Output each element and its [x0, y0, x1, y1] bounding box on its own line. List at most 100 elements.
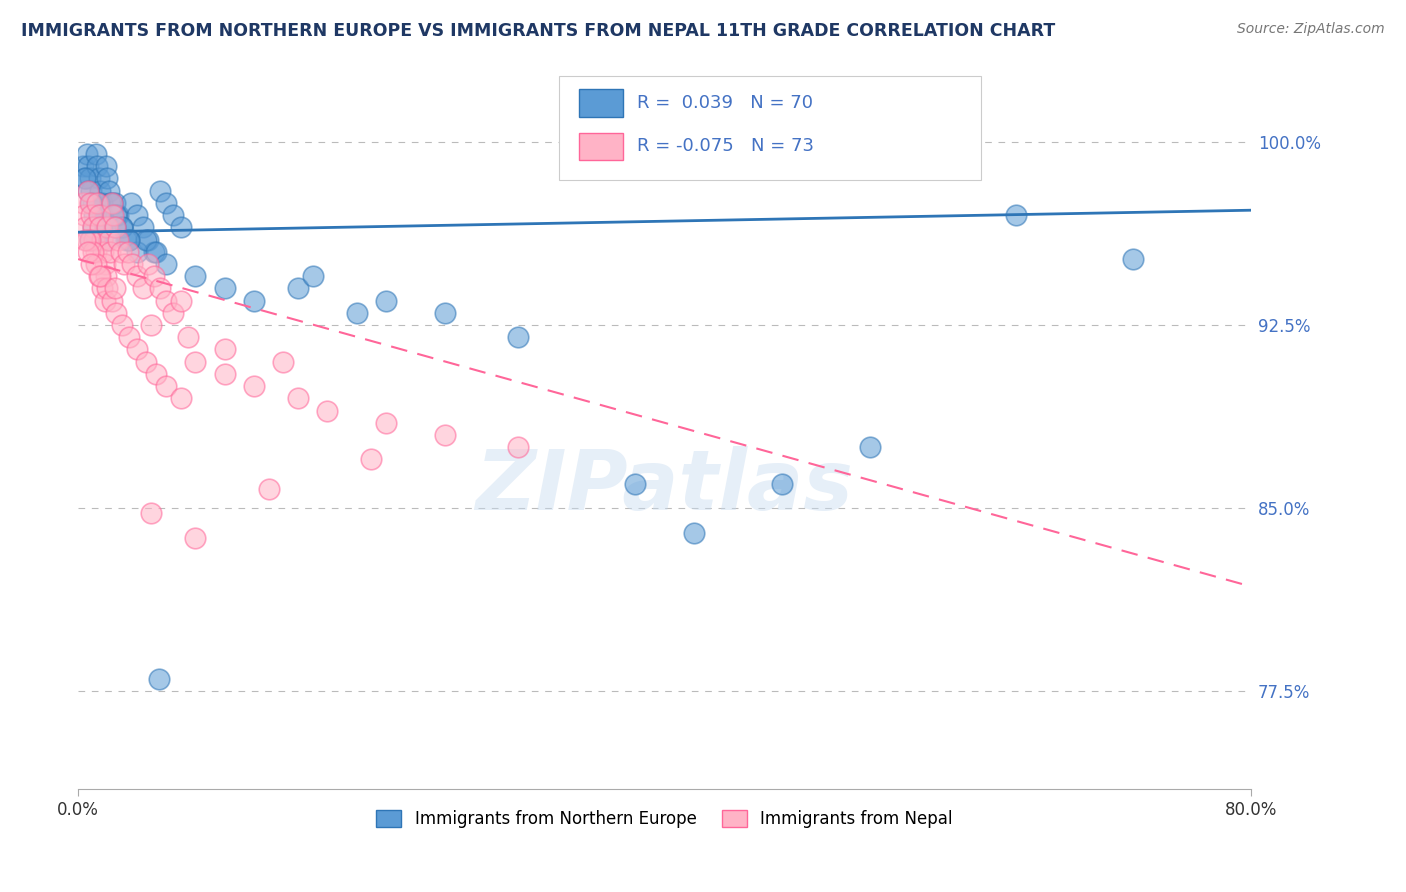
Point	[79, 195, 101, 210]
Point	[86, 159, 108, 173]
Point	[145, 367, 167, 381]
Point	[83, 233, 105, 247]
Point	[104, 220, 127, 235]
Point	[121, 257, 143, 271]
Point	[79, 171, 101, 186]
Text: R = -0.075   N = 73: R = -0.075 N = 73	[637, 137, 814, 155]
Point	[184, 269, 207, 284]
Point	[682, 525, 704, 540]
Point	[91, 244, 114, 259]
Point	[135, 233, 157, 247]
Point	[301, 269, 323, 284]
Point	[111, 220, 134, 235]
Point	[273, 354, 295, 368]
Legend: Immigrants from Northern Europe, Immigrants from Nepal: Immigrants from Northern Europe, Immigra…	[370, 804, 959, 835]
Point	[125, 208, 148, 222]
Point	[93, 257, 115, 271]
Point	[184, 531, 207, 545]
Point	[87, 171, 110, 186]
Point	[104, 281, 127, 295]
Point	[145, 244, 167, 259]
Point	[433, 428, 456, 442]
Point	[89, 269, 111, 284]
Point	[104, 195, 127, 210]
Point	[214, 281, 236, 295]
Point	[79, 233, 101, 247]
Point	[90, 195, 112, 210]
Point	[125, 269, 148, 284]
Point	[770, 476, 793, 491]
Point	[76, 233, 98, 247]
Point	[96, 281, 118, 295]
Point	[96, 233, 118, 247]
Point	[143, 269, 166, 284]
Point	[859, 440, 882, 454]
Point	[84, 233, 107, 247]
Point	[143, 244, 166, 259]
Point	[96, 171, 118, 186]
Point	[155, 293, 177, 308]
Point	[214, 367, 236, 381]
Point	[93, 220, 115, 235]
Point	[115, 233, 138, 247]
Point	[83, 208, 105, 222]
Point	[82, 244, 104, 259]
Point	[101, 293, 124, 308]
Point	[97, 233, 120, 247]
Point	[118, 233, 141, 247]
Point	[93, 293, 115, 308]
Point	[1122, 252, 1144, 266]
Point	[76, 147, 98, 161]
Point	[73, 208, 96, 222]
Point	[148, 673, 170, 687]
Point	[72, 195, 94, 210]
Point	[374, 293, 396, 308]
Point	[77, 159, 100, 173]
Point	[624, 476, 647, 491]
Point	[84, 257, 107, 271]
Point	[75, 220, 97, 235]
Point	[72, 159, 94, 173]
Point	[90, 233, 112, 247]
Point	[374, 416, 396, 430]
Point	[84, 147, 107, 161]
Point	[111, 318, 134, 332]
Point	[184, 354, 207, 368]
Point	[117, 244, 139, 259]
Point	[80, 184, 103, 198]
Point	[138, 233, 160, 247]
Point	[105, 208, 128, 222]
Point	[141, 318, 163, 332]
Point	[141, 506, 163, 520]
Point	[101, 208, 124, 222]
Point	[155, 195, 177, 210]
Point	[131, 281, 153, 295]
Point	[84, 244, 107, 259]
Point	[93, 220, 115, 235]
Point	[87, 208, 110, 222]
Point	[80, 257, 103, 271]
Point	[77, 184, 100, 198]
Point	[86, 195, 108, 210]
Point	[360, 452, 382, 467]
Point	[94, 159, 117, 173]
Point	[287, 281, 309, 295]
Text: ZIPatlas: ZIPatlas	[475, 446, 853, 527]
Point	[287, 392, 309, 406]
Point	[82, 220, 104, 235]
Point	[112, 257, 135, 271]
Point	[243, 379, 266, 393]
Point	[94, 269, 117, 284]
Point	[177, 330, 200, 344]
Text: Source: ZipAtlas.com: Source: ZipAtlas.com	[1237, 22, 1385, 37]
Point	[107, 233, 129, 247]
Point	[149, 281, 172, 295]
Point	[162, 208, 184, 222]
Point	[79, 233, 101, 247]
Point	[214, 343, 236, 357]
Point	[90, 281, 112, 295]
Point	[155, 257, 177, 271]
Point	[243, 293, 266, 308]
Text: IMMIGRANTS FROM NORTHERN EUROPE VS IMMIGRANTS FROM NEPAL 11TH GRADE CORRELATION : IMMIGRANTS FROM NORTHERN EUROPE VS IMMIG…	[21, 22, 1056, 40]
Point	[87, 195, 110, 210]
